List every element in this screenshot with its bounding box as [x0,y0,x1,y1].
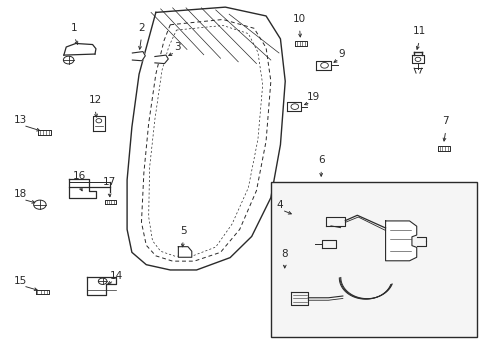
Text: 7: 7 [442,116,448,126]
Polygon shape [68,179,96,198]
Polygon shape [87,277,116,294]
Bar [270,182,476,337]
Text: 10: 10 [292,14,305,24]
Text: 4: 4 [276,200,282,210]
Text: 9: 9 [338,49,345,59]
Text: 3: 3 [174,42,181,52]
Text: 11: 11 [412,26,425,36]
Polygon shape [178,247,191,257]
Polygon shape [132,51,145,61]
Text: 15: 15 [14,276,27,286]
Text: 19: 19 [306,93,319,102]
Text: 8: 8 [281,249,287,259]
Text: 6: 6 [317,155,324,165]
Text: 17: 17 [102,177,116,187]
Text: 2: 2 [138,23,144,33]
Text: 5: 5 [180,226,186,236]
Text: 1: 1 [71,23,78,33]
Text: 18: 18 [14,189,27,199]
Polygon shape [155,55,168,64]
Polygon shape [385,221,416,261]
Text: 13: 13 [14,115,27,125]
Text: 16: 16 [72,171,85,181]
Text: 12: 12 [88,95,102,105]
Text: 14: 14 [110,271,123,280]
